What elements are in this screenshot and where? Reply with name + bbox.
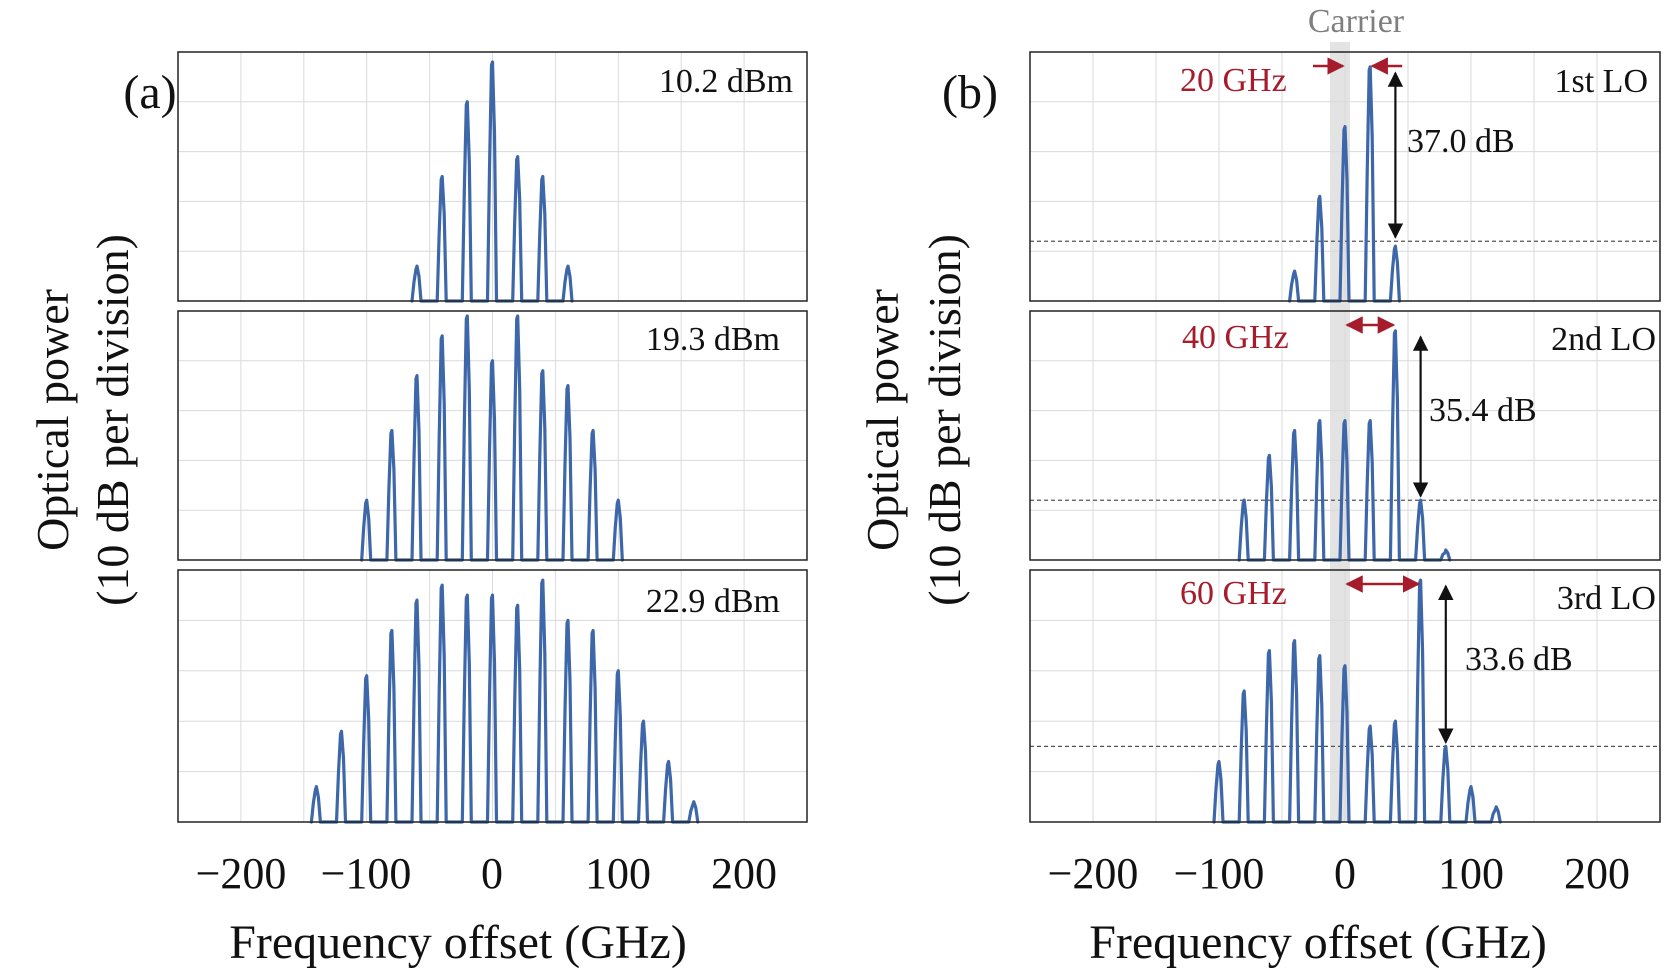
panel-b-sub-3-lo-label: 3rd LO (1557, 580, 1656, 617)
panel-b-sub-2-offset-label: 40 GHz (1182, 319, 1289, 356)
panel-a-xtick-label: 100 (585, 849, 651, 898)
panel-a-sub-1-power-label: 10.2 dBm (659, 63, 793, 100)
panel-b-sub-2-suppression-label: 35.4 dB (1429, 392, 1537, 429)
panel-a-xlabel: Frequency offset (GHz) (229, 916, 687, 969)
panel-a-sub-1-spectrum (410, 60, 574, 303)
panel-b-xtick-label: 0 (1334, 849, 1356, 898)
panel-b-ylabel-line1: Optical power (857, 289, 908, 551)
panel-b-x-axis: −200 −100 0 100 200 Frequency offset (GH… (1048, 849, 1630, 969)
panel-a-xtick-label: 0 (481, 849, 503, 898)
panel-b-sub-3-suppression-label: 33.6 dB (1465, 641, 1573, 678)
panel-b-label: (b) (942, 66, 998, 119)
panel-b-sub-2-lo-label: 2nd LO (1551, 321, 1656, 358)
panel-b-sub-3-offset-label: 60 GHz (1180, 575, 1287, 612)
panel-b-sub-3: 3rd LO 60 GHz 33.6 dB (1029, 569, 1661, 824)
panel-a-sub-3-power-label: 22.9 dBm (646, 583, 780, 620)
panel-b-sub-3-spectrum (1212, 578, 1502, 824)
panel-a-xtick-label: 200 (711, 849, 777, 898)
panel-b-xtick-label: 200 (1564, 849, 1630, 898)
panel-a-sub-2-frame (177, 310, 808, 561)
panel-b-sub-1-spectrum (1288, 65, 1401, 303)
panel-b: (b) Optical power (10 dB per division) C… (857, 3, 1661, 969)
panel-a-sub-3: 22.9 dBm (177, 569, 808, 824)
panel-a-sub-1-frame (177, 51, 808, 302)
panel-b-xtick-label: −200 (1048, 849, 1139, 898)
panel-b-xlabel: Frequency offset (GHz) (1089, 916, 1547, 969)
panel-a-ylabel-line2: (10 dB per division) (87, 234, 138, 606)
panel-b-sub-1: 1st LO 20 GHz 37.0 dB (1029, 51, 1661, 303)
panel-b-sub-1-lo-label: 1st LO (1555, 63, 1649, 100)
panel-b-sub-2: 2nd LO 40 GHz 35.4 dB (1029, 310, 1661, 562)
panel-b-xtick-label: 100 (1438, 849, 1504, 898)
panel-a-sub-2-spectrum (360, 314, 624, 562)
panel-b-sub-1-offset-label: 20 GHz (1180, 62, 1287, 99)
panel-a-ylabel-line1: Optical power (27, 289, 78, 551)
panel-a-label: (a) (123, 66, 176, 119)
panel-b-sub-3-frame (1029, 569, 1661, 823)
carrier-label: Carrier (1308, 3, 1405, 40)
panel-b-ylabel-line2: (10 dB per division) (919, 234, 970, 606)
panel-b-xtick-label: −100 (1174, 849, 1265, 898)
panel-a-sub-2: 19.3 dBm (177, 310, 808, 562)
panel-a-sub-1: 10.2 dBm (177, 51, 808, 303)
panel-a-xtick-label: −200 (196, 849, 287, 898)
panel-a-sub-2-power-label: 19.3 dBm (646, 321, 780, 358)
panel-b-sub-2-frame (1029, 310, 1661, 561)
panel-a: (a) Optical power (10 dB per division) 1… (27, 51, 808, 969)
panel-a-xtick-label: −100 (321, 849, 412, 898)
panel-a-sub-3-frame (177, 569, 808, 823)
panel-b-sub-1-suppression-label: 37.0 dB (1407, 123, 1515, 160)
panel-a-sub-3-spectrum (309, 578, 700, 824)
panel-b-sub-2-spectrum (1237, 329, 1452, 562)
panel-a-x-axis: −200 −100 0 100 200 Frequency offset (GH… (196, 849, 777, 969)
panel-b-sub-1-frame (1029, 51, 1661, 302)
